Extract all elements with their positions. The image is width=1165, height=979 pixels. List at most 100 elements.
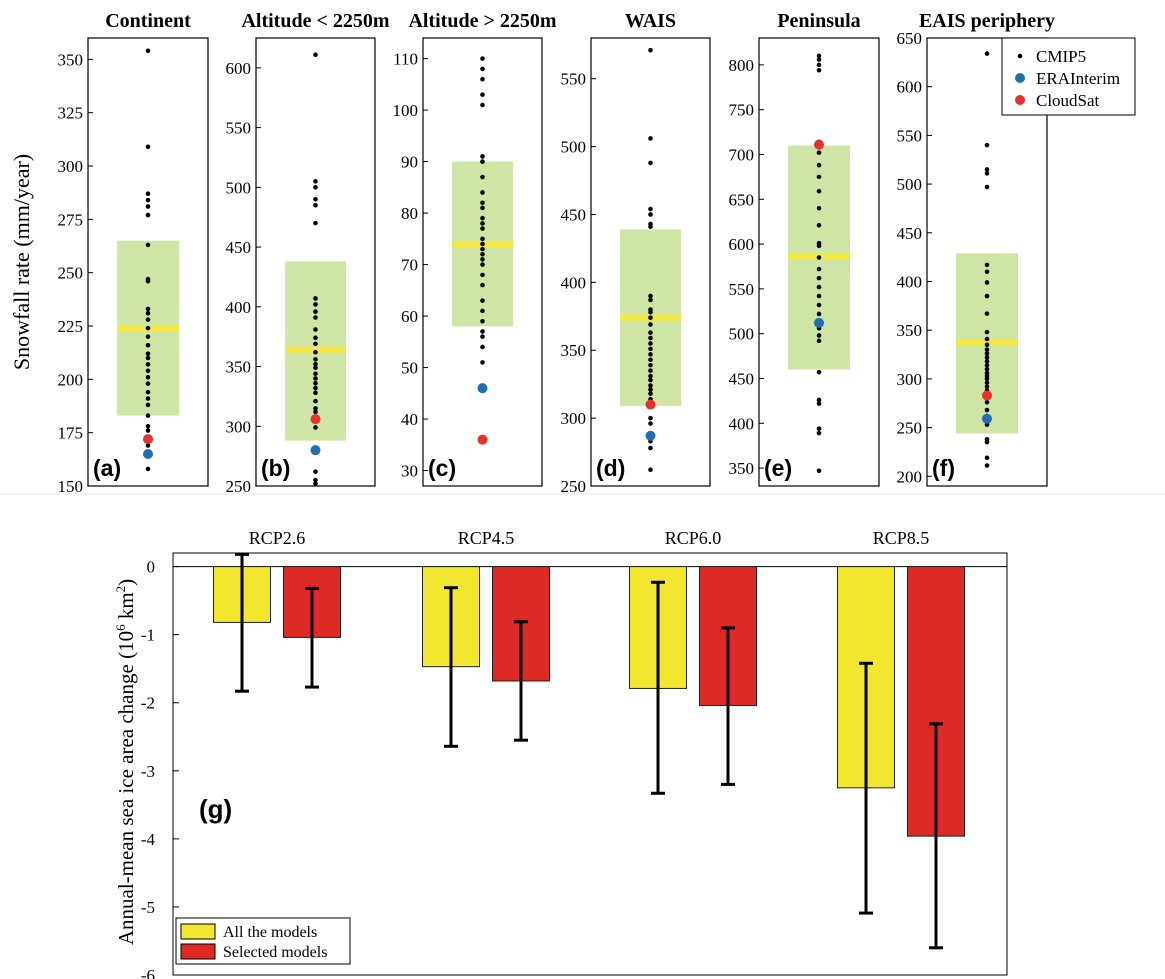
cmip5-point — [145, 306, 151, 312]
cmip5-point — [313, 302, 318, 307]
cmip5-point — [145, 443, 151, 448]
cmip5-point — [145, 466, 151, 472]
cmip5-point — [313, 477, 318, 483]
cmip5-point — [816, 369, 822, 375]
cmip5-point — [648, 346, 653, 352]
cmip5-point — [648, 421, 653, 426]
cmip5-point — [816, 53, 822, 59]
cmip5-point — [984, 171, 990, 176]
cloudsat-point — [814, 139, 824, 150]
erainterim-point — [310, 445, 321, 456]
cmip5-point — [313, 406, 318, 411]
y-tick-label: 60 — [401, 307, 418, 326]
cmip5-point — [816, 255, 822, 260]
cmip5-point — [480, 92, 485, 97]
cmip5-point — [648, 415, 653, 421]
cmip5-point — [313, 202, 318, 208]
bar-legend: All the models Selected models — [175, 917, 351, 965]
cmip5-point — [145, 310, 151, 316]
y-tick-label: -1 — [141, 626, 155, 645]
y-tick-label: 225 — [58, 317, 84, 336]
cmip5-point — [480, 205, 485, 211]
cmip5-point — [145, 362, 151, 367]
cmip5-point — [816, 401, 822, 406]
y-axis-label-part: Annual-mean sea ice area change (10 — [114, 631, 138, 945]
cmip5-point — [648, 335, 653, 341]
cmip5-point — [145, 351, 151, 357]
cmip5-point — [984, 269, 990, 275]
y-tick-label: 500 — [226, 178, 252, 197]
cmip5-point — [313, 380, 318, 386]
cmip5-point — [145, 389, 151, 395]
cmip5-point — [480, 360, 485, 365]
cmip5-point — [648, 341, 653, 346]
cmip5-point — [480, 102, 485, 108]
y-tick-label: 90 — [401, 153, 418, 172]
cmip5-point — [145, 317, 151, 322]
cmip5-point — [313, 357, 318, 362]
cmip5-point — [648, 391, 653, 396]
y-tick-label: 400 — [226, 298, 252, 317]
cmip5-point — [648, 330, 653, 335]
cmip5-point — [816, 397, 822, 403]
erainterim-point — [814, 317, 824, 328]
y-tick-label: 200 — [58, 370, 84, 389]
cmip5-point — [816, 174, 822, 180]
cmip5-point — [816, 293, 822, 299]
y-tick-label: 550 — [729, 280, 755, 299]
legend-cloudsat-label: CloudSat — [1036, 91, 1100, 110]
cmip5-point — [480, 215, 485, 221]
cmip5-point — [648, 368, 653, 373]
cmip5-point — [313, 349, 318, 355]
cmip5-point — [145, 242, 151, 248]
cmip5-point — [313, 390, 318, 396]
legend-all-models-swatch — [180, 923, 216, 940]
y-tick-label: 450 — [897, 224, 923, 243]
cmip5-point — [480, 257, 485, 262]
y-tick-label: 100 — [393, 101, 419, 120]
legend-cmip5-marker — [1017, 53, 1023, 59]
erainterim-point — [477, 383, 488, 394]
bottom-y-axis-label: Annual-mean sea ice area change (106 km2… — [113, 579, 138, 945]
y-tick-label: 30 — [401, 462, 418, 481]
panel-title: Peninsula — [777, 10, 860, 32]
category-label: RCP4.5 — [458, 528, 515, 548]
y-tick-label: 600 — [226, 59, 252, 78]
cmip5-point — [816, 150, 822, 155]
cmip5-point — [648, 467, 653, 473]
cmip5-point — [480, 159, 485, 164]
cmip5-point — [984, 439, 990, 445]
cmip5-point — [984, 280, 990, 285]
y-tick-label: 250 — [897, 419, 923, 438]
cmip5-point — [816, 430, 822, 436]
y-tick-label: -3 — [141, 762, 155, 781]
cmip5-point — [480, 241, 485, 247]
panel-4: 250 300 350 400 450 500 550 WAIS (d) — [561, 10, 711, 496]
y-tick-label: 110 — [393, 50, 418, 69]
snowfall-panels: 150 175 200 225 250 275 300 325 350 Continent (a) 2… — [0, 10, 1165, 496]
y-axis-label-part: km — [114, 592, 138, 624]
cmip5-point — [145, 428, 151, 433]
y-tick-label: 550 — [897, 126, 923, 145]
cloudsat-point — [982, 390, 992, 401]
cmip5-point — [480, 246, 485, 252]
cmip5-point — [648, 383, 653, 388]
cloudsat-point — [143, 434, 153, 445]
y-tick-label: 0 — [147, 558, 156, 577]
cmip5-point — [313, 220, 318, 226]
y-tick-label: 800 — [729, 56, 755, 75]
y-tick-label: 500 — [729, 325, 755, 344]
cmip5-point — [145, 144, 151, 150]
panel-title: Altitude > 2250m — [408, 10, 556, 32]
cmip5-point — [984, 362, 990, 368]
y-tick-label: 300 — [897, 370, 923, 389]
cmip5-point — [648, 352, 653, 357]
legend-selected-models-label: Selected models — [223, 944, 327, 961]
y-tick-label: 350 — [561, 341, 587, 360]
erainterim-point — [982, 413, 992, 424]
y-tick-label: -5 — [141, 898, 155, 917]
top-y-axis-label: Snowfall rate (mm/year) — [9, 154, 34, 370]
y-tick-label: 450 — [561, 205, 587, 224]
panel-tag: (c) — [428, 455, 456, 481]
cmip5-point — [816, 266, 822, 272]
